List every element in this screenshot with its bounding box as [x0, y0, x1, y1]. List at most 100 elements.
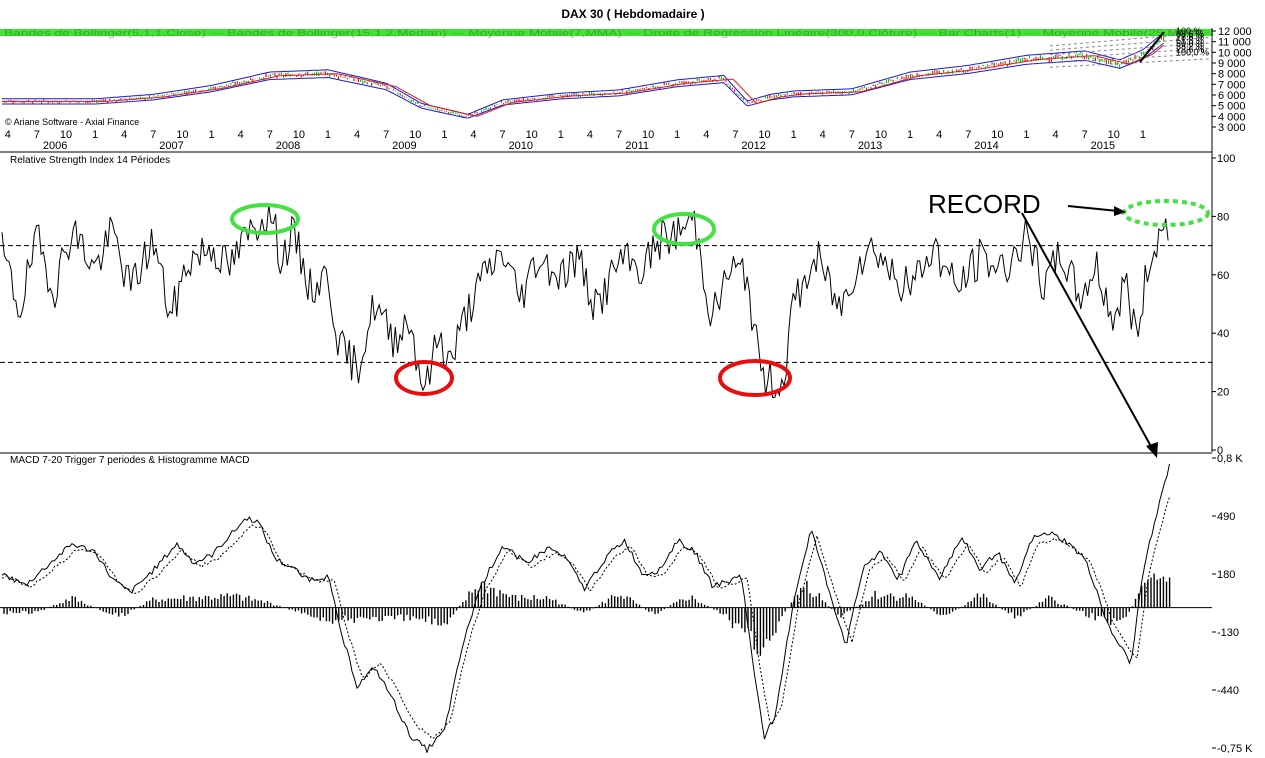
month-tick-label: 1 — [325, 129, 331, 141]
month-tick-label: 4 — [5, 129, 11, 141]
month-tick-label: 7 — [383, 129, 389, 141]
rsi-y-axis: 100 80 60 40 20 0 — [1212, 153, 1235, 457]
macd-y-tick-label: 0,8 K — [1217, 453, 1243, 465]
copyright-text: © Ariane Software - Axial Finance — [5, 117, 139, 127]
month-tick-label: 7 — [849, 129, 855, 141]
month-tick-label: 7 — [500, 129, 506, 141]
time-axis: 4 7 10 1 4 7 10 1 4 7 10 1 4 7 10 1 4 7 10 1 4 7 10 1 4 7 10 1 4 7 10 1… — [5, 129, 1146, 152]
month-tick-label: 10 — [991, 129, 1003, 141]
rsi-y-tick-label: 20 — [1217, 387, 1229, 399]
record-arrowhead-macd — [1146, 442, 1158, 458]
macd-y-tick-label: -440 — [1217, 685, 1239, 697]
price-y-tick-label: 10 000 — [1218, 47, 1252, 59]
year-label: 2010 — [509, 140, 533, 152]
month-tick-label: 4 — [1053, 129, 1059, 141]
month-tick-label: 1 — [1140, 129, 1146, 141]
macd-y-axis: 0,8 K 490 180 -130 -440 -0,75 K — [1212, 453, 1253, 755]
month-tick-label: 1 — [1023, 129, 1029, 141]
macd-histogram — [3, 573, 1171, 656]
oversold-circle-2009 — [394, 360, 454, 396]
month-tick-label: 7 — [616, 129, 622, 141]
year-label: 2012 — [741, 140, 765, 152]
month-tick-label: 1 — [558, 129, 564, 141]
price-y-tick-label: 5 000 — [1218, 101, 1246, 113]
bollinger-lower-line — [2, 42, 1164, 119]
month-tick-label: 4 — [936, 129, 942, 141]
macd-y-tick-label: -130 — [1217, 627, 1239, 639]
bollinger-upper-line — [2, 31, 1164, 115]
fibonacci-label: 78,6 % — [1176, 32, 1204, 42]
month-tick-label: 10 — [642, 129, 654, 141]
year-label: 2014 — [974, 140, 998, 152]
rsi-y-tick-label: 100 — [1217, 153, 1235, 165]
month-tick-label: 1 — [92, 129, 98, 141]
month-tick-label: 10 — [526, 129, 538, 141]
rsi-level-lines — [0, 245, 1212, 363]
price-y-tick-label: 7 000 — [1218, 79, 1246, 91]
price-y-tick-label: 12 000 — [1218, 26, 1252, 38]
month-tick-label: 7 — [965, 129, 971, 141]
price-y-tick-label: 9 000 — [1218, 58, 1246, 70]
price-y-tick-label: 3 000 — [1218, 122, 1246, 134]
price-y-tick-label: 4 000 — [1218, 111, 1246, 123]
rsi-y-tick-label: 80 — [1217, 211, 1229, 223]
month-tick-label: 4 — [121, 129, 127, 141]
month-tick-label: 1 — [441, 129, 447, 141]
macd-y-tick-label: 180 — [1217, 569, 1235, 581]
month-tick-label: 10 — [875, 129, 887, 141]
rsi-panel: Relative Strength Index 14 Périodes 100 8… — [0, 153, 1235, 458]
fibonacci-label: 50,0 % — [1176, 38, 1204, 48]
record-arrow-to-rsi — [1067, 205, 1119, 212]
record-circle-2015 — [1122, 199, 1210, 227]
macd-line — [1, 463, 1170, 754]
price-y-tick-label: 8 000 — [1218, 69, 1246, 81]
macd-y-tick-label: 490 — [1217, 511, 1235, 523]
year-label: 2008 — [276, 140, 300, 152]
year-label: 2015 — [1091, 140, 1115, 152]
month-tick-label: 4 — [820, 129, 826, 141]
month-tick-label: 7 — [34, 129, 40, 141]
month-tick-label: 7 — [732, 129, 738, 141]
fibonacci-label: 88,6 % — [1176, 29, 1204, 39]
month-tick-label: 1 — [907, 129, 913, 141]
record-arrowhead-rsi — [1114, 206, 1126, 216]
macd-y-tick-label: -0,75 K — [1217, 743, 1253, 753]
year-label: 2009 — [392, 140, 416, 152]
year-label: 2006 — [43, 140, 67, 152]
macd-panel: MACD 7-20 Trigger 7 periodes & Histogram… — [0, 453, 1253, 755]
fibonacci-label: 38,2 % — [1176, 41, 1204, 51]
moving-average-line — [2, 44, 1164, 117]
overbought-circle-2011 — [652, 212, 716, 246]
chart-title: DAX 30 ( Hebdomadaire ) — [561, 7, 704, 21]
fibonacci-label: 100,0 % — [1176, 48, 1209, 58]
rsi-line — [1, 204, 1169, 398]
oversold-circle-2011 — [718, 359, 792, 397]
year-label: 2011 — [625, 140, 649, 152]
price-bars — [1, 34, 1165, 117]
price-y-tick-label: 6 000 — [1218, 90, 1246, 102]
year-label: 2007 — [159, 140, 183, 152]
price-y-tick-label: 11 000 — [1218, 37, 1251, 49]
fibonacci-labels: 100 %88,6 %78,6 %61,8 %50,0 %38,2 %23,6 … — [1176, 26, 1209, 58]
month-tick-label: 10 — [293, 129, 305, 141]
macd-trigger-line — [1, 496, 1170, 740]
rsi-title: Relative Strength Index 14 Périodes — [10, 155, 170, 166]
month-tick-label: 4 — [354, 129, 360, 141]
price-breakout-arrow — [1139, 31, 1165, 63]
month-tick-label: 4 — [238, 129, 244, 141]
month-tick-label: 10 — [1108, 129, 1120, 141]
rsi-y-tick-label: 0 — [1217, 445, 1223, 457]
legend-line: Bandes de Bollinger(5,1,1,Close) — Bande… — [4, 28, 1204, 38]
month-tick-label: 1 — [791, 129, 797, 141]
month-tick-label: 7 — [1082, 129, 1088, 141]
month-tick-label: 10 — [758, 129, 770, 141]
overbought-circle-2007 — [230, 203, 300, 235]
month-tick-label: 10 — [60, 129, 72, 141]
fibonacci-label: 100 % — [1176, 26, 1202, 36]
rsi-y-tick-label: 60 — [1217, 270, 1229, 282]
month-tick-label: 10 — [176, 129, 188, 141]
